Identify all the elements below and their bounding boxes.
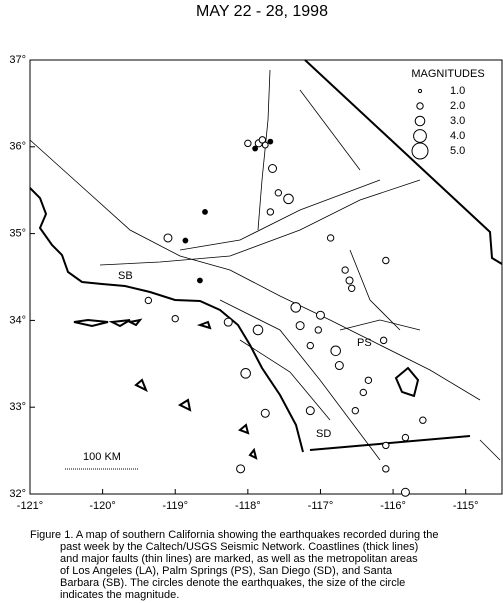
legend-label: 2.0 (450, 100, 465, 112)
x-tick-label: -116° (380, 500, 406, 512)
y-tick-label: 37° (9, 54, 26, 66)
earthquake (382, 256, 390, 265)
caption-line: of Los Angeles (LA), Palm Springs (PS), … (60, 565, 393, 577)
x-tick-label: -121° (17, 500, 43, 512)
x-tick-label: -117° (308, 500, 334, 512)
place-label: PS (357, 337, 372, 349)
legend-label: 4.0 (450, 130, 465, 142)
legend-symbol (411, 142, 429, 160)
earthquake (182, 237, 189, 244)
legend-label: 3.0 (450, 115, 465, 127)
earthquake (345, 276, 354, 285)
caption-line: indicates the magnitude. (60, 589, 179, 601)
x-tick-label: -118° (235, 500, 261, 512)
earthquake (274, 189, 283, 197)
legend-label: 5.0 (450, 145, 465, 157)
x-tick-label: -115° (453, 500, 479, 512)
earthquake (258, 136, 267, 144)
earthquake (341, 266, 349, 274)
earthquake (197, 277, 203, 284)
earthquake (240, 368, 251, 379)
place-label: SB (118, 270, 133, 282)
earthquake (252, 145, 259, 152)
legend-title: MAGNITUDES (411, 68, 484, 80)
earthquakes (144, 136, 427, 497)
scale-bar-label: 100 KM (83, 451, 121, 463)
earthquake (401, 433, 410, 442)
y-tick-label: 36° (9, 141, 26, 153)
earthquake (202, 209, 208, 215)
caption-line: Figure 1. A map of southern California s… (30, 529, 438, 541)
earthquake (314, 326, 322, 334)
earthquake (283, 193, 294, 205)
earthquake (267, 138, 274, 145)
x-tick-label: -119° (162, 500, 188, 512)
earthquake (244, 139, 252, 148)
earthquake (163, 233, 173, 243)
earthquake (223, 317, 233, 327)
earthquake (382, 441, 390, 450)
earthquake (347, 284, 356, 292)
y-tick-label: 35° (9, 228, 26, 240)
faults (29, 69, 501, 461)
caption-line: and major faults (thin lines) are marked… (60, 553, 418, 565)
earthquake (400, 487, 410, 497)
title: MAY 22 - 28, 1998 (196, 3, 328, 20)
y-tick-label: 32° (9, 488, 26, 500)
earthquake (306, 341, 314, 350)
earthquake (236, 464, 246, 474)
earthquake (330, 345, 342, 357)
axes: -121° -120° -119° -118° -117° -116° -115° 32° 33… (9, 54, 478, 512)
place-label: SD (316, 428, 331, 440)
caption: Figure 1. A map of southern California s… (30, 529, 438, 601)
legend: MAGNITUDES 1.0 2.0 3.0 4.0 5.0 (411, 68, 485, 160)
earthquake (305, 406, 315, 416)
y-tick-label: 34° (9, 314, 26, 326)
earthquake (315, 310, 325, 320)
earthquake (261, 141, 269, 149)
earthquake (268, 164, 278, 173)
earthquake (334, 361, 344, 371)
earthquake (379, 336, 388, 345)
legend-symbol (416, 102, 424, 110)
earthquake (266, 208, 275, 216)
earthquake (351, 406, 360, 415)
caption-line: past week by the Caltech/USGS Seismic Ne… (60, 541, 418, 553)
caption-line: Barbara (SB). The circles denote the ear… (60, 577, 405, 589)
legend-symbol (417, 88, 423, 94)
earthquake (359, 388, 368, 397)
legend-symbol (413, 129, 427, 143)
earthquake (171, 314, 179, 323)
earthquake (260, 408, 270, 418)
x-tick-label: -120° (89, 500, 115, 512)
earthquake (290, 302, 302, 313)
y-tick-label: 33° (9, 401, 26, 413)
legend-label: 1.0 (450, 85, 465, 97)
earthquake (364, 376, 373, 384)
earthquake (326, 234, 335, 242)
earthquake (382, 465, 390, 473)
legend-symbol (414, 115, 426, 127)
earthquake (252, 324, 264, 336)
coastline (29, 59, 503, 460)
earthquake (295, 321, 305, 331)
earthquake (144, 296, 153, 305)
earthquake (419, 416, 427, 424)
map-frame (29, 59, 503, 495)
